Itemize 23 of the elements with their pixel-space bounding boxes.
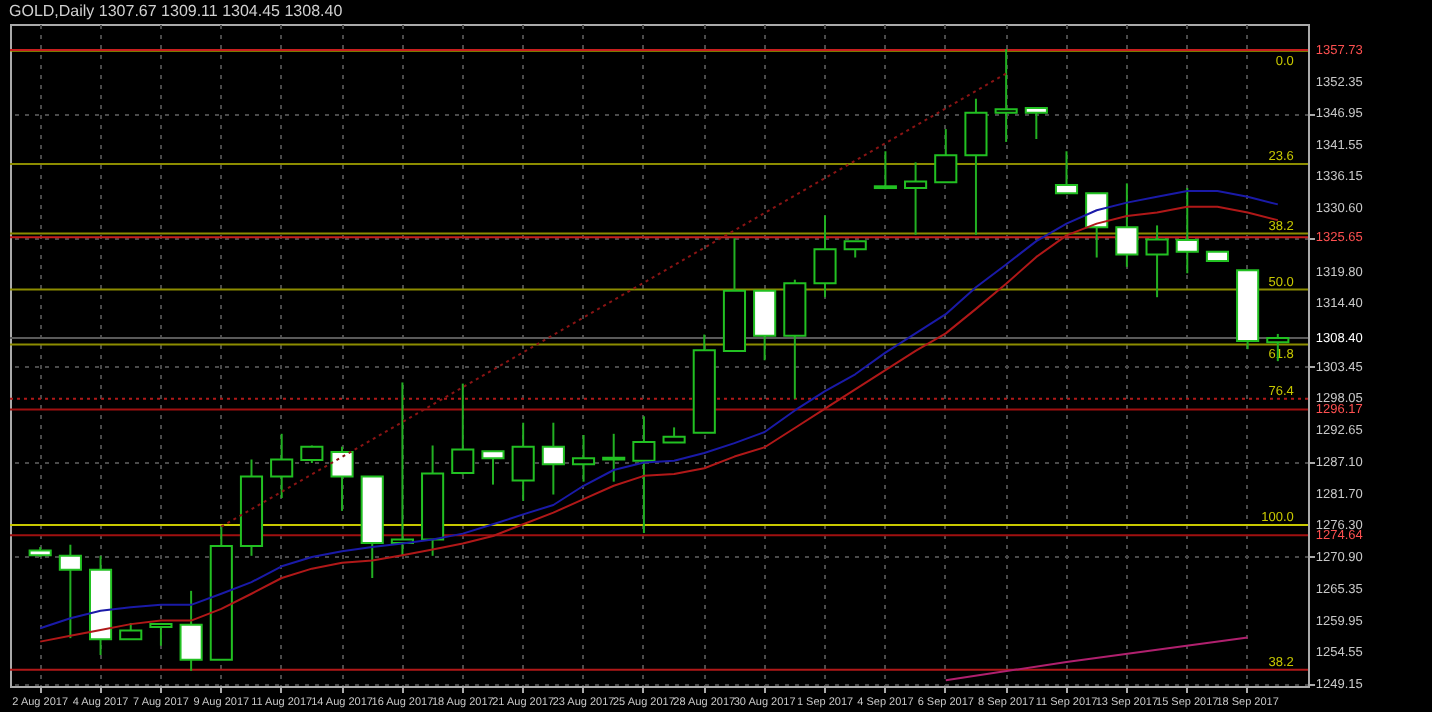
candlestick (451, 382, 475, 476)
candlestick (1024, 107, 1048, 140)
candlestick (541, 421, 565, 496)
candlestick (58, 543, 82, 640)
candlestick (270, 432, 294, 500)
candlestick (632, 415, 656, 535)
candlestick (481, 450, 505, 486)
candlestick (511, 421, 535, 502)
candlestick (934, 128, 958, 184)
candlestick (813, 214, 837, 299)
candlestick (571, 433, 596, 483)
candlestick (753, 289, 777, 362)
candlestick (1175, 187, 1199, 275)
candlestick (1115, 182, 1139, 268)
candlestick (873, 150, 897, 191)
candlestick (179, 589, 203, 672)
candlestick (994, 48, 1018, 143)
candlestick (904, 161, 928, 236)
chart-title: GOLD,Daily 1307.67 1309.11 1304.45 1308.40 (9, 2, 344, 20)
candlestick (1054, 150, 1079, 195)
candlestick (964, 97, 988, 236)
candlestick (1145, 224, 1169, 299)
candlestick (330, 445, 354, 512)
